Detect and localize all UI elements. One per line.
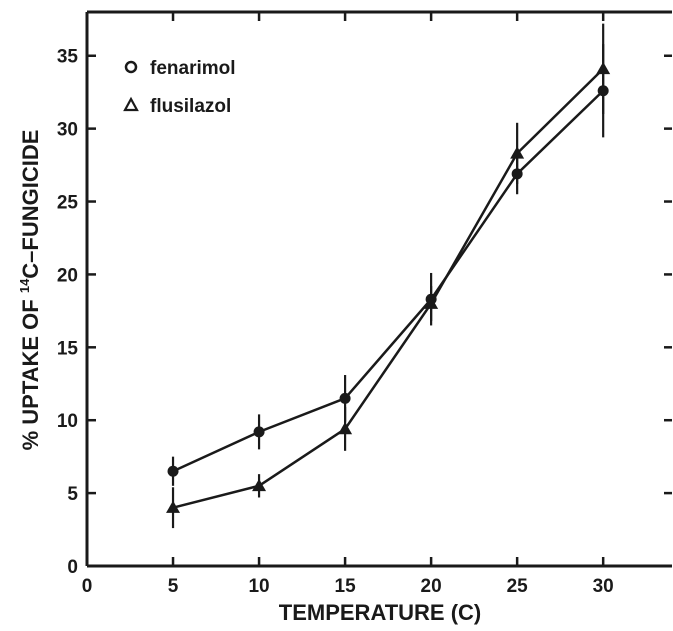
y-tick-label: 15	[57, 338, 79, 359]
y-axis-title-prefix: % UPTAKE OF	[18, 293, 43, 450]
data-point	[167, 465, 179, 477]
y-tick-label: 25	[57, 193, 79, 214]
legend-marker-circle	[124, 60, 138, 74]
data-point	[339, 392, 351, 404]
data-point	[510, 146, 525, 159]
y-tick-label: 5	[67, 484, 78, 505]
y-tick-label: 10	[57, 411, 78, 432]
y-tick-label: 30	[57, 120, 78, 141]
y-axis-title-suffix: C–FUNGICIDE	[18, 130, 43, 279]
legend-item: flusilazol	[123, 96, 231, 117]
data-point	[338, 421, 353, 435]
series-line	[172, 67, 605, 509]
data-point	[166, 500, 181, 513]
plot-frame	[85, 10, 672, 568]
data-point	[596, 61, 611, 75]
tick-labels: 0 5 10 15 20 25 30 0 5 10 15 20 25 30 35	[57, 47, 614, 597]
x-tick-label: 20	[421, 576, 442, 597]
x-tick-label: 5	[168, 576, 179, 597]
y-tick-label: 0	[67, 557, 78, 578]
legend-item: fenarimol	[124, 58, 236, 79]
series-fenarimol	[167, 44, 609, 486]
y-axis-title-superscript: 14	[17, 278, 32, 293]
x-tick-label: 15	[335, 576, 357, 597]
x-tick-label: 30	[593, 576, 614, 597]
series-line	[172, 89, 605, 473]
legend-marker-triangle	[123, 96, 139, 112]
y-tick-label: 35	[57, 47, 79, 68]
y-axis-title: % UPTAKE OF 14C–FUNGICIDE	[17, 130, 43, 451]
series-layer	[166, 23, 611, 529]
x-tick-label: 0	[82, 576, 93, 597]
x-axis-title: TEMPERATURE (C)	[279, 600, 481, 625]
data-point	[424, 296, 439, 309]
legend-label: fenarimol	[150, 58, 236, 79]
legend: fenarimol flusilazol	[123, 58, 236, 117]
data-point	[253, 426, 265, 438]
x-tick-label: 25	[507, 576, 529, 597]
data-point	[252, 478, 267, 492]
x-tick-label: 10	[248, 576, 269, 597]
legend-label: flusilazol	[150, 96, 231, 117]
ticks	[85, 12, 672, 568]
series-flusilazol	[166, 23, 611, 529]
y-tick-label: 20	[57, 265, 78, 286]
